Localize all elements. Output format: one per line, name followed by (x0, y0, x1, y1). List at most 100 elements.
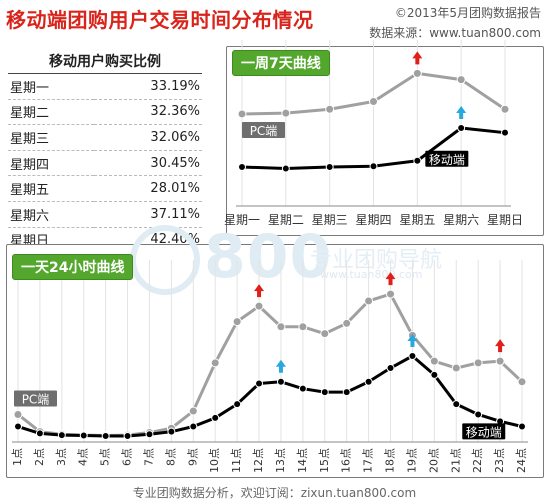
mobile-series-label-box (425, 150, 469, 167)
watermark-slogan: 专业团购导航 (310, 248, 443, 273)
table-row: 星期五 28.01% (8, 175, 202, 202)
peak-arrow-icon (412, 51, 423, 65)
pc-data-point (237, 109, 247, 119)
peak-arrow-icon (407, 334, 418, 347)
x-tick-label: 17点 (362, 448, 375, 473)
pc-series-label-box (242, 121, 285, 138)
table-row: 星期二 32.36% (8, 99, 202, 126)
day-label: 星期一 (8, 73, 95, 100)
day-label: 星期五 (8, 175, 95, 202)
pc-data-point (254, 301, 264, 311)
day-label: 星期四 (8, 150, 95, 177)
x-tick-label: 4点 (77, 448, 90, 466)
x-tick-label: 11点 (230, 448, 243, 473)
x-tick-label: 1点 (11, 448, 24, 466)
mobile-data-point (342, 388, 351, 397)
mobile-data-point (189, 422, 198, 431)
pc-series-label: PC端 (250, 124, 278, 138)
day-label: 星期六 (8, 201, 95, 228)
mobile-data-point (35, 429, 44, 438)
mobile-data-point (457, 124, 466, 132)
x-tick-label: 2点 (33, 448, 46, 466)
pc-data-point (473, 358, 483, 368)
table-row: 星期一 33.19% (8, 73, 202, 100)
mobile-data-point (518, 422, 526, 431)
mobile-data-point (281, 164, 290, 173)
pc-data-point (386, 289, 396, 299)
mobile-data-point (298, 384, 307, 393)
mobile-data-point (79, 431, 88, 440)
x-tick-label: 星期二 (268, 213, 304, 227)
x-tick-label: 星期六 (443, 213, 479, 227)
mobile-data-point (145, 430, 154, 439)
mobile-data-point (364, 377, 373, 386)
mobile-data-point (167, 427, 176, 436)
pc-data-point (325, 104, 335, 114)
mobile-data-point (101, 431, 110, 440)
mobile-data-point (255, 379, 264, 388)
peak-arrow-icon (254, 284, 265, 298)
mobile-data-point (57, 431, 66, 440)
pc-data-point (298, 322, 308, 332)
watermark-logo: 800 (130, 222, 332, 296)
share-value: 32.06% (94, 124, 202, 151)
x-tick-label: 10点 (208, 448, 221, 473)
pc-data-point (517, 377, 527, 387)
mobile-data-point (386, 364, 395, 373)
mobile-data-point (211, 413, 220, 422)
x-tick-label: 8点 (164, 448, 177, 466)
pc-data-point (210, 358, 220, 368)
x-tick-label: 7点 (142, 448, 155, 466)
pc-data-point (429, 356, 439, 366)
table-row: 星期四 30.45% (8, 150, 202, 177)
peak-arrow-icon (456, 106, 467, 119)
mobile-data-point (123, 431, 132, 440)
x-tick-label: 23点 (493, 448, 506, 473)
mobile-data-point (430, 370, 439, 379)
weekly-chart-title: 一周7天曲线 (232, 50, 330, 76)
weekly-chart-panel (226, 46, 544, 236)
hourly-chart-title: 一天24小时曲线 (12, 254, 134, 280)
mobile-data-point (320, 388, 329, 397)
pc-data-point (232, 317, 242, 327)
mobile-data-point (14, 422, 22, 431)
mobile-data-point (408, 352, 417, 360)
mobile-data-point (413, 156, 422, 165)
x-tick-label: 18点 (384, 448, 397, 473)
pc-data-point (364, 296, 374, 306)
table-header-row: 移动用户购买比例 (8, 48, 202, 74)
x-tick-label: 15点 (318, 448, 331, 473)
pc-data-point (369, 96, 378, 106)
x-tick-label: 22点 (471, 448, 484, 473)
x-tick-label: 19点 (405, 448, 418, 473)
mobile-series-line (17, 354, 523, 438)
x-tick-label: 星期日 (487, 213, 523, 227)
table-title: 移动用户购买比例 (8, 48, 202, 74)
peak-arrow-icon (385, 272, 396, 286)
pc-data-point (13, 409, 23, 419)
pc-data-point (451, 363, 461, 373)
pc-series-line (17, 292, 524, 437)
pc-data-point (281, 108, 291, 118)
mobile-data-point (452, 400, 461, 409)
hourly-chart-panel (6, 244, 544, 478)
pc-data-point (320, 329, 330, 339)
day-label: 星期二 (8, 99, 95, 126)
x-tick-label: 星期三 (312, 213, 348, 227)
mobile-data-point (474, 410, 483, 419)
mobile-series-label: 移动端 (429, 153, 465, 167)
pc-series-label-box (14, 390, 57, 407)
pc-data-point (500, 104, 510, 114)
share-value: 30.45% (94, 150, 202, 177)
watermark-url: www.tuan800.com (320, 268, 423, 281)
mobile-series-label-box (462, 423, 506, 440)
mobile-data-point (233, 400, 242, 409)
table-row: 星期三 32.06% (8, 124, 202, 151)
x-tick-label: 20点 (427, 448, 440, 473)
peak-arrow-icon (275, 359, 286, 373)
mobile-data-point (501, 128, 509, 137)
mobile-data-point (369, 162, 378, 171)
mobile-series-label: 移动端 (466, 425, 502, 439)
pc-data-point (456, 75, 466, 85)
